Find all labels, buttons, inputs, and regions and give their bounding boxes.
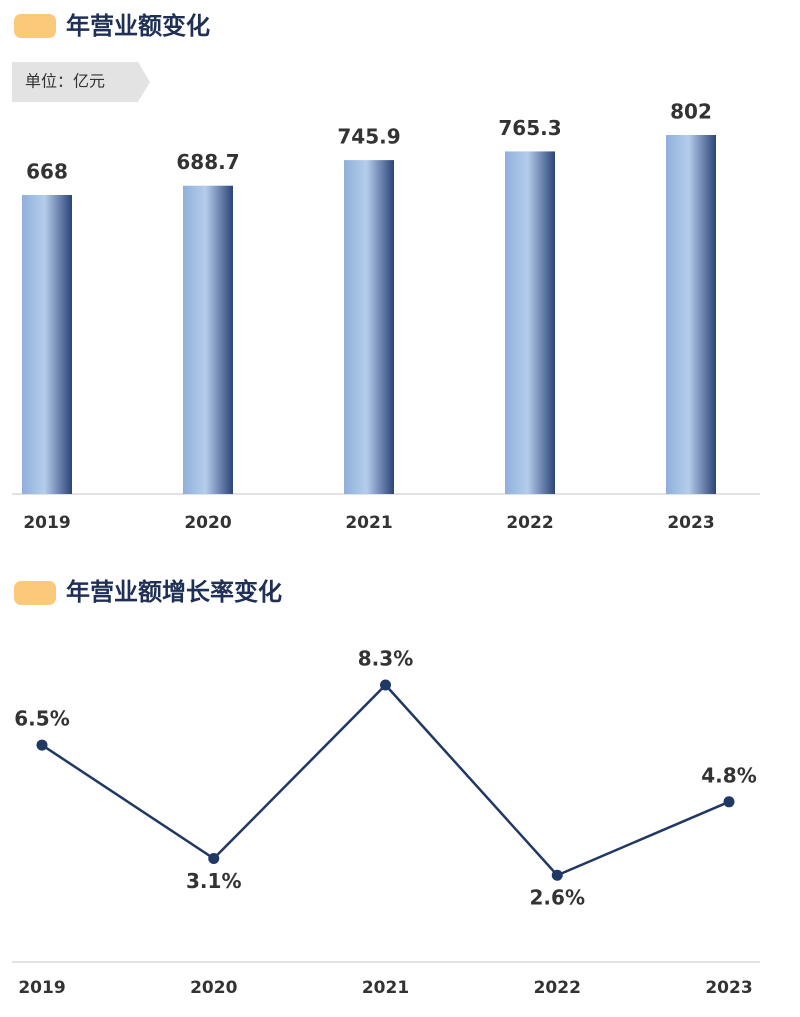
title-icon	[14, 581, 56, 605]
value-label: 8.3%	[358, 647, 413, 671]
value-label: 802	[670, 100, 712, 124]
value-label: 6.5%	[14, 707, 69, 731]
x-tick-label: 2020	[190, 978, 237, 998]
point	[36, 739, 48, 751]
value-label: 765.3	[498, 116, 561, 140]
line	[41, 683, 730, 877]
x-tick-label: 2020	[184, 513, 231, 533]
value-label: 2.6%	[530, 886, 585, 910]
value-label: 3.1%	[186, 869, 241, 893]
bar	[22, 194, 72, 494]
x-tick-label: 2021	[345, 513, 392, 533]
x-tick-label: 2022	[534, 978, 581, 998]
bar	[666, 135, 716, 494]
unit-badge	[12, 62, 150, 102]
bar	[183, 185, 233, 494]
x-tick-label: 2023	[705, 978, 752, 998]
value-label: 668	[26, 159, 68, 183]
bar	[344, 160, 394, 494]
value-label: 745.9	[337, 125, 400, 149]
value-label: 4.8%	[701, 763, 756, 787]
unit-label: 单位：亿元	[25, 72, 105, 91]
x-tick-label: 2019	[18, 978, 65, 998]
title-icon	[14, 14, 56, 38]
chart-title: 年营业额变化	[66, 12, 210, 40]
bar	[505, 151, 555, 495]
chart-title: 年营业额增长率变化	[66, 578, 282, 606]
point	[551, 869, 563, 881]
x-tick-label: 2023	[667, 513, 714, 533]
x-tick-label: 2022	[506, 513, 553, 533]
x-tick-label: 2019	[23, 513, 70, 533]
value-label: 688.7	[176, 150, 239, 174]
point	[208, 853, 220, 865]
point	[723, 796, 735, 808]
point	[380, 679, 391, 691]
x-tick-label: 2021	[362, 978, 409, 998]
